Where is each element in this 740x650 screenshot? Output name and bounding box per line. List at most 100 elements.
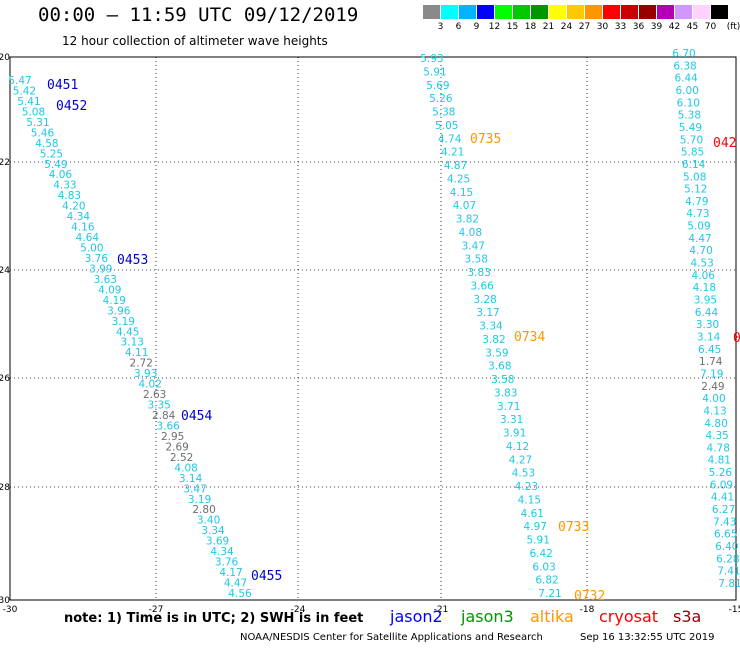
scale-swatch — [441, 5, 458, 19]
scale-label: 15 — [506, 22, 519, 32]
legend-altika: altika — [530, 607, 574, 626]
wave-height-value: 7.43 — [713, 516, 736, 528]
scale-label: 6 — [455, 22, 462, 32]
scale-swatch — [603, 5, 620, 19]
wave-height-value: 4.33 — [53, 180, 76, 192]
wave-height-value: 3.63 — [94, 274, 117, 286]
wave-height-value: 3.31 — [500, 414, 523, 426]
wave-height-value: 6.44 — [695, 307, 719, 319]
wave-height-value: 4.34 — [67, 211, 91, 223]
wave-height-value: 4.70 — [689, 245, 712, 257]
wave-height-value: 4.78 — [707, 442, 730, 454]
wave-height-value: 6.40 — [715, 541, 738, 553]
latitude-label: -24 — [0, 266, 10, 276]
legend-jason3: jason3 — [461, 607, 514, 626]
timestamp-text: Sep 16 13:32:55 UTC 2019 — [580, 632, 715, 643]
wave-height-value: 3.76 — [85, 253, 109, 265]
scale-label: 21 — [542, 22, 555, 32]
wave-height-value: 6.03 — [532, 561, 555, 573]
scale-swatch — [549, 5, 566, 19]
wave-height-value: 3.66 — [470, 280, 494, 292]
wave-height-value: 4.00 — [702, 393, 725, 405]
latitude-label: -28 — [0, 483, 10, 493]
wave-height-value: 5.70 — [680, 134, 703, 146]
wave-height-value: 6.65 — [714, 529, 737, 541]
wave-height-value: 5.08 — [683, 171, 706, 183]
wave-height-value: 3.91 — [503, 428, 526, 440]
wave-height-value: 3.58 — [491, 374, 514, 386]
wave-height-value: 6.09 — [710, 479, 733, 491]
scale-swatch — [657, 5, 674, 19]
wave-height-value: 4.56 — [228, 588, 252, 600]
wave-height-value: 4.11 — [125, 347, 148, 359]
scale-label: 33 — [614, 22, 627, 32]
wave-height-value: 4.09 — [98, 284, 121, 296]
wave-height-value: 5.46 — [31, 127, 55, 139]
wave-height-value: 4.23 — [515, 481, 538, 493]
wave-height-value: 5.42 — [13, 85, 36, 97]
wave-height-value: 3.69 — [206, 536, 229, 548]
scale-label: 42 — [668, 22, 681, 32]
scale-swatch — [675, 5, 692, 19]
wave-height-value: 2.72 — [130, 358, 153, 370]
scale-label: 27 — [578, 22, 591, 32]
wave-height-value: 3.40 — [197, 515, 220, 527]
time-label: 0452 — [56, 99, 87, 114]
wave-height-value: 5.31 — [26, 117, 49, 129]
scale-swatch — [495, 5, 512, 19]
wave-height-value: 4.64 — [76, 232, 100, 244]
wave-height-value: 2.49 — [701, 381, 724, 393]
wave-height-value: 3.68 — [488, 361, 511, 373]
scale-swatch — [621, 5, 638, 19]
wave-height-value: 4.97 — [524, 521, 547, 533]
time-label: 0733 — [558, 520, 589, 535]
longitude-label: -15 — [729, 605, 740, 615]
wave-height-value: 1.74 — [699, 356, 723, 368]
wave-height-value: 3.99 — [89, 263, 112, 275]
wave-height-value: 5.69 — [426, 80, 449, 92]
wave-height-value: 3.28 — [473, 294, 496, 306]
wave-height-value: 4.25 — [447, 173, 470, 185]
wave-height-value: 2.69 — [165, 441, 188, 453]
wave-height-value: 5.00 — [80, 243, 103, 255]
wave-height-value: 4.53 — [512, 468, 535, 480]
wave-height-value: 5.08 — [22, 106, 45, 118]
wave-height-value: 4.87 — [444, 160, 467, 172]
wave-height-value: 2.52 — [170, 452, 193, 464]
wave-height-value: 6.14 — [682, 159, 706, 171]
scale-swatch — [711, 5, 728, 19]
scale-swatch — [477, 5, 494, 19]
scale-label: 45 — [686, 22, 699, 32]
track-t2: 5.935.915.695.265.385.054.744.214.874.25… — [420, 53, 561, 600]
scale-swatch — [567, 5, 584, 19]
wave-height-value: 3.83 — [494, 387, 517, 399]
latitude-label: -22 — [0, 158, 10, 168]
wave-height-value: 5.26 — [429, 93, 453, 105]
wave-height-value: 4.81 — [708, 455, 731, 467]
time-label: 042 — [713, 136, 736, 151]
wave-height-value: 7.21 — [538, 588, 561, 600]
legend-s3a: s3a — [673, 607, 702, 626]
wave-height-value: 4.15 — [518, 494, 541, 506]
wave-height-value: 5.47 — [8, 75, 31, 87]
scale-label: 3 — [437, 22, 444, 32]
scale-label: (ft) — [726, 22, 740, 32]
longitude-label: -24 — [291, 605, 306, 615]
wave-height-value: 2.80 — [192, 504, 215, 516]
scale-swatch — [423, 5, 440, 19]
wave-height-value: 3.47 — [462, 240, 485, 252]
wave-height-value: 4.19 — [103, 295, 126, 307]
latitude-label: -30 — [0, 596, 10, 606]
latitude-label: -26 — [0, 374, 10, 384]
scale-swatch — [513, 5, 530, 19]
wave-height-value: 6.82 — [535, 575, 558, 587]
wave-height-value: 3.30 — [696, 319, 719, 331]
wave-height-value: 5.09 — [687, 221, 710, 233]
wave-height-value: 3.34 — [479, 321, 503, 333]
wave-height-value: 4.12 — [506, 441, 529, 453]
wave-height-value: 2.63 — [143, 389, 166, 401]
wave-height-value: 4.06 — [692, 270, 716, 282]
scale-label: 24 — [560, 22, 573, 32]
wave-height-value: 4.18 — [693, 282, 716, 294]
